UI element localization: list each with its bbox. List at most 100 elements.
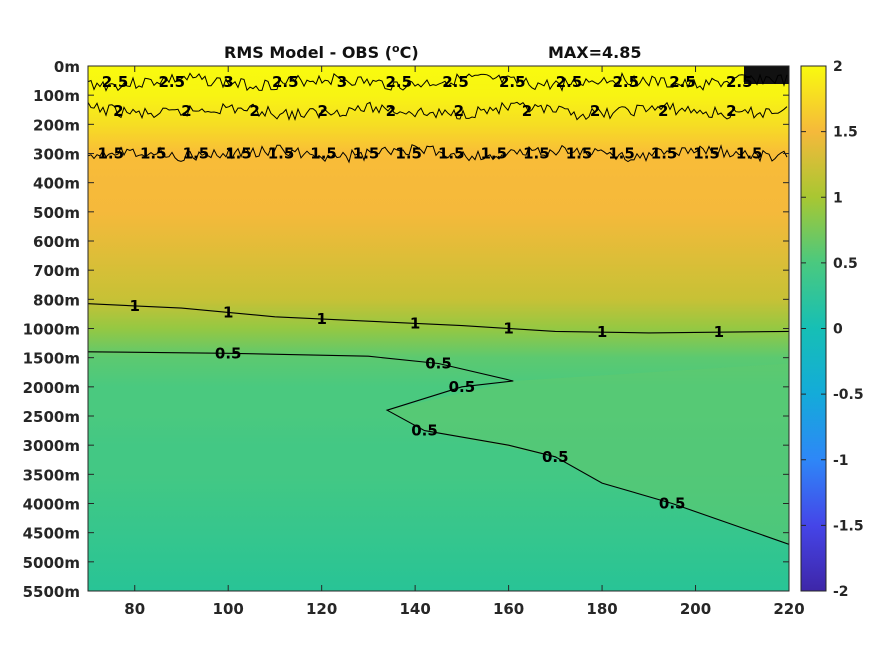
y-tick-label: 500m bbox=[33, 204, 80, 222]
contour-label: 2 bbox=[113, 102, 123, 120]
contour-label: 1.5 bbox=[523, 145, 550, 163]
contour-label: 1 bbox=[503, 320, 513, 338]
contour-label: 0.5 bbox=[659, 495, 686, 513]
x-tick-label: 120 bbox=[306, 600, 337, 618]
contour-label: 1.5 bbox=[608, 145, 635, 163]
colorbar-tick-label: -1.5 bbox=[833, 518, 864, 534]
y-tick-label: 300m bbox=[33, 146, 80, 164]
contour-label: 1.5 bbox=[438, 145, 465, 163]
contour-label: 2.5 bbox=[442, 73, 469, 91]
contour-label: 0.5 bbox=[425, 355, 452, 373]
contour-label: 2.5 bbox=[102, 73, 129, 91]
colorbar-tick-label: 0 bbox=[833, 322, 843, 338]
colorbar-tick-label: -2 bbox=[833, 584, 849, 600]
y-tick-label: 200m bbox=[33, 116, 80, 134]
contour-label: 1.5 bbox=[481, 145, 508, 163]
contour-label: 2 bbox=[249, 102, 259, 120]
contour-label: 2 bbox=[726, 102, 736, 120]
x-tick-label: 220 bbox=[773, 600, 804, 618]
max-patch bbox=[744, 66, 789, 84]
contour-label: 2 bbox=[658, 102, 668, 120]
contour-label: 2 bbox=[454, 102, 464, 120]
y-tick-label: 1500m bbox=[23, 350, 80, 368]
contour-label: 3 bbox=[223, 73, 233, 91]
contour-label: 2 bbox=[317, 102, 327, 120]
contour-lines bbox=[88, 72, 789, 545]
plot-area: 2.5 2.5 3 2.5 3 2.5 2.5 2.5 2.5 2.5 2.5 2.52 2 2 2 2 2 2 2… bbox=[88, 66, 789, 591]
contour-line-4 bbox=[88, 351, 789, 545]
contour-line-2 bbox=[88, 144, 788, 164]
y-tick-label: 2500m bbox=[23, 408, 80, 426]
y-tick-label: 4500m bbox=[23, 525, 80, 543]
contour-label: 1.5 bbox=[98, 145, 125, 163]
x-tick-label: 100 bbox=[213, 600, 244, 618]
contour-label: 2.5 bbox=[499, 73, 526, 91]
y-tick-label: 700m bbox=[33, 262, 80, 280]
contour-label: 1 bbox=[410, 314, 420, 332]
contour-label: 2.5 bbox=[386, 73, 413, 91]
x-tick-label: 200 bbox=[680, 600, 711, 618]
contour-label: 2.5 bbox=[726, 73, 753, 91]
contour-label: 2.5 bbox=[272, 73, 299, 91]
contour-label: 1.5 bbox=[395, 145, 422, 163]
x-tick-label: 80 bbox=[124, 600, 145, 618]
contour-label: 2 bbox=[181, 102, 191, 120]
contour-label: 1 bbox=[316, 310, 326, 328]
x-tick-label: 160 bbox=[493, 600, 524, 618]
contour-label: 1.5 bbox=[268, 145, 295, 163]
contour-label: 2.5 bbox=[613, 73, 640, 91]
contour-label: 2.5 bbox=[159, 73, 186, 91]
y-tick-label: 3000m bbox=[23, 437, 80, 455]
y-tick-label: 100m bbox=[33, 87, 80, 105]
y-tick-label: 1000m bbox=[23, 321, 80, 339]
contour-line-0 bbox=[88, 72, 788, 92]
y-tick-label: 800m bbox=[33, 291, 80, 309]
contour-label: 0.5 bbox=[215, 344, 242, 362]
colorbar-ticks: 2 1.5 1 0.5 0 -0.5 -1 -1.5 -2 bbox=[801, 59, 864, 600]
colorbar-tick-label: 1 bbox=[833, 190, 843, 206]
chart-title: RMS Model - OBS (oC) bbox=[224, 42, 419, 62]
y-tick-label: 600m bbox=[33, 233, 80, 251]
contour-label: 1.5 bbox=[566, 145, 593, 163]
contour-label: 2 bbox=[522, 102, 532, 120]
contour-label: 1.5 bbox=[353, 145, 380, 163]
contour-label: 1 bbox=[714, 323, 724, 341]
contour-label: 1 bbox=[129, 297, 139, 315]
colorbar-tick-label: 0.5 bbox=[833, 256, 858, 272]
y-tick-label: 2000m bbox=[23, 379, 80, 397]
colorbar-tick-label: -1 bbox=[833, 453, 849, 469]
contour-label: 1.5 bbox=[310, 145, 337, 163]
contour-label: 1.5 bbox=[736, 145, 763, 163]
contour-label: 1 bbox=[223, 304, 233, 322]
warm-deep-region bbox=[387, 363, 789, 545]
contour-label: 0.5 bbox=[449, 378, 476, 396]
contour-label: 2.5 bbox=[556, 73, 583, 91]
y-tick-label: 5000m bbox=[23, 554, 80, 572]
contour-label: 0.5 bbox=[411, 422, 438, 440]
max-value-label: MAX=4.85 bbox=[548, 43, 642, 62]
contour-label: 2.5 bbox=[669, 73, 696, 91]
y-tick-label: 3500m bbox=[23, 466, 80, 484]
y-tick-label: 0m bbox=[54, 58, 80, 76]
contour-labels: 2.5 2.5 3 2.5 3 2.5 2.5 2.5 2.5 2.5 2.5 2.52 2 2 2 2 2 2 2… bbox=[98, 73, 763, 513]
colorbar-tick-label: -0.5 bbox=[833, 387, 864, 403]
contour-label: 3 bbox=[337, 73, 347, 91]
y-tick-label: 400m bbox=[33, 175, 80, 193]
y-tick-label: 4000m bbox=[23, 496, 80, 514]
contour-label: 1.5 bbox=[651, 145, 678, 163]
y-tick-label: 5500m bbox=[23, 583, 80, 601]
contour-label: 2 bbox=[590, 102, 600, 120]
colorbar-tick-label: 1.5 bbox=[833, 125, 858, 141]
contour-label: 1.5 bbox=[140, 145, 167, 163]
contour-label: 1.5 bbox=[183, 145, 210, 163]
x-tick-label: 180 bbox=[586, 600, 617, 618]
contour-label: 1 bbox=[597, 323, 607, 341]
field-texture bbox=[387, 66, 789, 545]
y-axis: 0m 100m 200m 300m 400m 500m 600m 700m 800m 1000m 1… bbox=[23, 58, 789, 601]
contour-label: 1.5 bbox=[693, 145, 720, 163]
contour-line-3 bbox=[88, 303, 789, 334]
contour-label: 2 bbox=[386, 102, 396, 120]
contour-line-1 bbox=[88, 101, 788, 121]
contour-label: 1.5 bbox=[225, 145, 252, 163]
